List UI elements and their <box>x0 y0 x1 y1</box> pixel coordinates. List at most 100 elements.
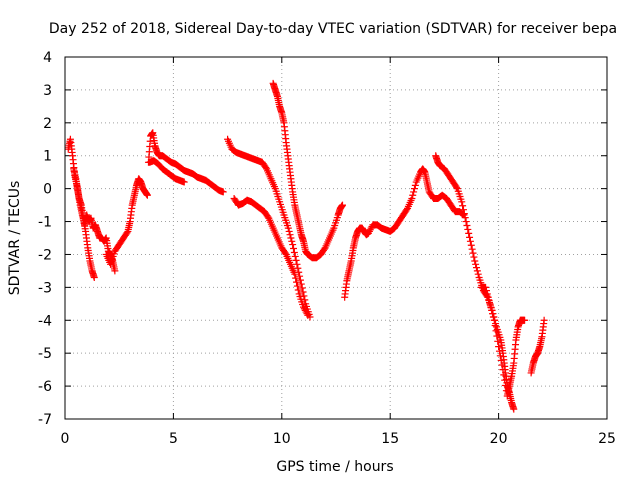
data-point <box>291 270 299 278</box>
chart-title: Day 252 of 2018, Sidereal Day-to-day VTE… <box>49 21 617 37</box>
data-point <box>467 241 475 249</box>
plot-frame <box>64 56 608 420</box>
x-tick-label: 5 <box>169 431 178 447</box>
y-tick-label: -2 <box>38 247 52 263</box>
data-point <box>297 280 305 288</box>
x-axis-label: GPS time / hours <box>276 459 393 475</box>
y-tick-label: -6 <box>38 379 52 395</box>
data-point <box>464 225 472 233</box>
grid-lines <box>65 57 607 419</box>
data-point <box>286 231 294 239</box>
x-tick-label: 15 <box>381 431 399 447</box>
data-point <box>498 361 506 369</box>
data-point <box>284 224 292 232</box>
axis-ticks <box>64 56 608 420</box>
data-point <box>290 248 298 256</box>
y-tick-label: 2 <box>43 116 52 132</box>
y-tick-label: 1 <box>43 149 52 165</box>
data-point <box>293 260 301 268</box>
data-point <box>411 181 419 189</box>
data-point <box>466 233 474 241</box>
data-point <box>459 202 467 210</box>
data-point <box>459 206 467 214</box>
data-point <box>289 241 297 249</box>
data-point <box>474 270 482 278</box>
data-point <box>293 282 301 290</box>
data-point <box>468 245 476 253</box>
y-tick-label: -3 <box>38 280 52 296</box>
data-point <box>298 284 306 292</box>
data-point <box>293 278 301 286</box>
series-arc-9 <box>341 165 468 301</box>
data-point <box>287 234 295 242</box>
data-point <box>472 260 480 268</box>
y-tick-label: -7 <box>38 412 52 428</box>
data-point <box>453 183 461 191</box>
y-tick-label: -5 <box>38 346 52 362</box>
data-point <box>219 188 227 196</box>
data-point <box>299 288 307 296</box>
data-point <box>288 237 296 245</box>
data-point <box>111 267 119 275</box>
data-point <box>294 286 302 294</box>
y-axis-label: SDTVAR / TECUs <box>7 181 23 296</box>
data-point <box>462 218 470 226</box>
data-point <box>488 306 496 314</box>
data-point <box>482 287 490 295</box>
data-point <box>466 237 474 245</box>
data-point <box>521 316 529 324</box>
data-point <box>408 195 416 203</box>
data-point <box>510 405 518 413</box>
data-point <box>458 198 466 206</box>
data-point <box>495 343 503 351</box>
data-point <box>473 267 481 275</box>
data-point <box>482 283 490 291</box>
y-tick-labels: 4 3 2 1 0 -1 -2 -3 -4 -5 -6 -7 <box>38 50 52 428</box>
series-arc-11 <box>477 283 529 400</box>
data-point <box>490 316 498 324</box>
data-point <box>143 191 151 199</box>
data-point <box>296 272 304 280</box>
data-point <box>460 210 468 218</box>
data-point <box>123 229 131 237</box>
series-arc-5 <box>146 157 188 186</box>
data-point <box>291 252 299 260</box>
data-point <box>500 371 508 379</box>
data-point <box>494 337 502 345</box>
x-tick-label: 10 <box>273 431 291 447</box>
data-point <box>304 311 312 319</box>
data-points <box>64 79 548 413</box>
data-point <box>285 227 293 235</box>
data-point <box>501 376 509 384</box>
data-point <box>483 290 491 298</box>
data-point <box>499 366 507 374</box>
data-point <box>410 188 418 196</box>
data-point <box>472 264 480 272</box>
data-point <box>470 253 478 261</box>
data-point <box>461 214 469 222</box>
x-tick-label: 20 <box>490 431 508 447</box>
x-tick-label: 25 <box>598 431 616 447</box>
data-point <box>463 221 471 229</box>
data-point <box>339 201 347 209</box>
data-point <box>540 316 548 324</box>
data-point <box>489 310 497 318</box>
data-point <box>495 347 503 355</box>
y-tick-label: 0 <box>43 182 52 198</box>
data-point <box>290 245 298 253</box>
data-point <box>489 313 497 321</box>
data-point <box>486 300 494 308</box>
data-point <box>493 332 501 340</box>
data-point <box>180 178 188 186</box>
data-point <box>484 293 492 301</box>
y-tick-label: -1 <box>38 215 52 231</box>
series-arc-10 <box>432 152 518 413</box>
series-arc-3 <box>102 175 151 268</box>
data-point <box>465 229 473 237</box>
x-tick-labels: 0 5 10 15 20 25 <box>61 431 616 447</box>
y-tick-label: 3 <box>43 83 52 99</box>
data-point <box>496 352 504 360</box>
data-point <box>485 297 493 305</box>
data-point <box>471 257 479 265</box>
